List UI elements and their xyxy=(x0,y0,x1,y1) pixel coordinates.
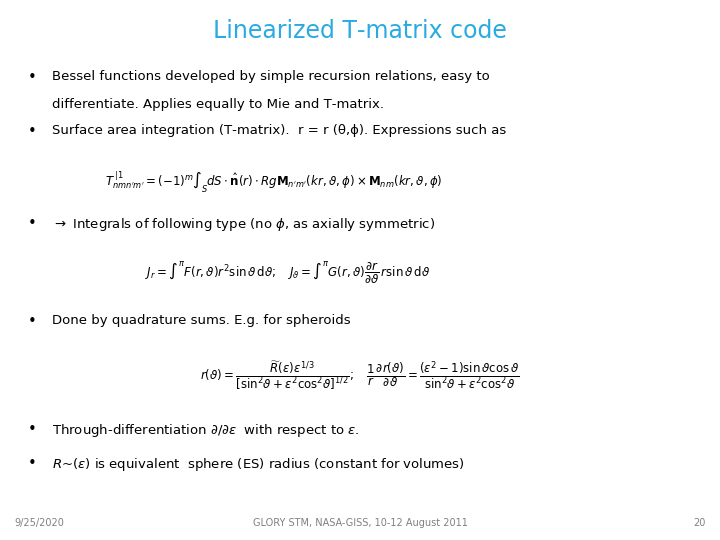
Text: Done by quadrature sums. E.g. for spheroids: Done by quadrature sums. E.g. for sphero… xyxy=(52,314,351,327)
Text: GLORY STM, NASA-GISS, 10-12 August 2011: GLORY STM, NASA-GISS, 10-12 August 2011 xyxy=(253,518,467,528)
Text: Linearized T‑matrix code: Linearized T‑matrix code xyxy=(213,19,507,43)
Text: Through-differentiation $\partial/\partial\varepsilon$  with respect to $\vareps: Through-differentiation $\partial/\parti… xyxy=(52,422,359,439)
Text: •: • xyxy=(27,216,36,231)
Text: 20: 20 xyxy=(693,518,706,528)
Text: $T^{\,|1}_{nmn'm'} = (-1)^m \int_S dS \cdot \hat{\mathbf{n}}(r) \cdot Rg\mathbf{: $T^{\,|1}_{nmn'm'} = (-1)^m \int_S dS \c… xyxy=(105,170,442,195)
Text: differentiate. Applies equally to Mie and T‑matrix.: differentiate. Applies equally to Mie an… xyxy=(52,98,384,111)
Text: •: • xyxy=(27,70,36,85)
Text: Surface area integration (T‑matrix).  r = r (θ,ϕ). Expressions such as: Surface area integration (T‑matrix). r =… xyxy=(52,124,506,137)
Text: $\rightarrow$ Integrals of following type (no $\phi$, as axially symmetric): $\rightarrow$ Integrals of following typ… xyxy=(52,216,435,233)
Text: 9/25/2020: 9/25/2020 xyxy=(14,518,64,528)
Text: Bessel functions developed by simple recursion relations, easy to: Bessel functions developed by simple rec… xyxy=(52,70,490,83)
Text: •: • xyxy=(27,314,36,329)
Text: $R$~$(\varepsilon)$ is equivalent  sphere (ES) radius (constant for volumes): $R$~$(\varepsilon)$ is equivalent sphere… xyxy=(52,456,464,473)
Text: •: • xyxy=(27,422,36,437)
Text: $r(\vartheta) = \dfrac{\widetilde{R}(\varepsilon)\varepsilon^{1/3}}{[\sin^2\!\va: $r(\vartheta) = \dfrac{\widetilde{R}(\va… xyxy=(200,359,520,392)
Text: •: • xyxy=(27,124,36,139)
Text: $J_r = \int^\pi F(r,\vartheta)r^2 \sin\vartheta\,\mathrm{d}\vartheta;\quad J_\va: $J_r = \int^\pi F(r,\vartheta)r^2 \sin\v… xyxy=(145,259,431,286)
Text: •: • xyxy=(27,456,36,471)
